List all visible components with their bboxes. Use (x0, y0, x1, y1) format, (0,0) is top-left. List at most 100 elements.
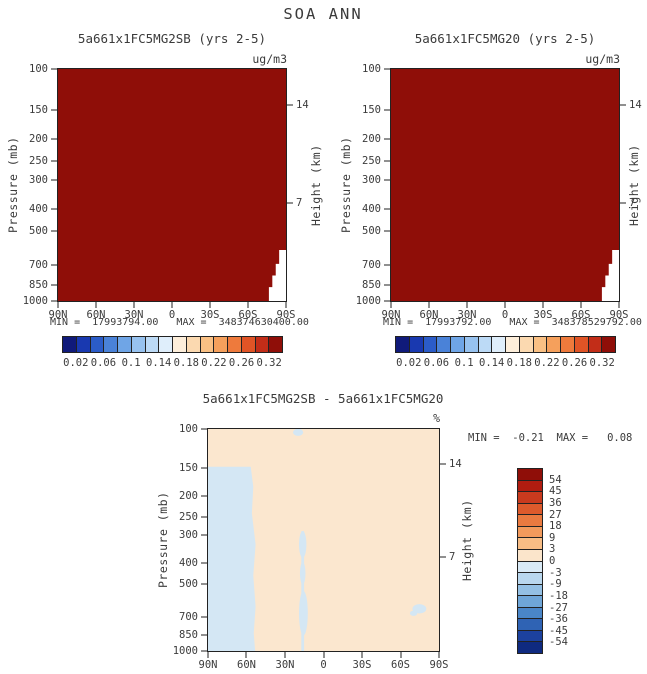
latitude-tick (209, 301, 211, 308)
colorbar-difference (517, 468, 543, 654)
pressure-tick (384, 284, 391, 286)
latitude-tick (95, 301, 97, 308)
colorbar-cell (518, 573, 542, 585)
pressure-tick (201, 616, 208, 618)
latitude-tick (57, 301, 59, 308)
colorbar-cell (561, 337, 575, 352)
pressure-tick-label: 150 (179, 461, 198, 474)
colorbar-tick-label: -36 (549, 613, 568, 626)
colorbar-cell (492, 337, 506, 352)
difference-shapes-overlay (208, 429, 427, 651)
colorbar-tick-label: -45 (549, 624, 568, 637)
pressure-tick (201, 495, 208, 497)
pressure-tick-label: 500 (29, 224, 48, 237)
colorbar-tick-label: -54 (549, 636, 568, 649)
latitude-tick (390, 301, 392, 308)
latitude-tick (438, 651, 440, 658)
pressure-tick-label: 850 (29, 278, 48, 291)
pressure-tick-label: 700 (29, 258, 48, 271)
negative-blob-south-2 (409, 610, 418, 616)
pressure-tick-label: 250 (362, 155, 381, 168)
colorbar-tick-label: 0.06 (90, 357, 117, 369)
pressure-tick-label: 1000 (172, 644, 198, 657)
colorbar-cell (104, 337, 118, 352)
latitude-tick-label: 0 (320, 659, 327, 671)
figure-title: SOA ANN (283, 5, 363, 23)
colorbar-tick-label: 0.18 (173, 357, 199, 369)
pressure-tick (384, 138, 391, 140)
latitude-tick (428, 301, 430, 308)
latitude-tick (247, 301, 249, 308)
colorbar-top-left (62, 336, 283, 353)
colorbar-cell (518, 561, 542, 574)
negative-blob-south-1 (412, 604, 427, 614)
pressure-tick (384, 230, 391, 232)
terrain-overlay (268, 249, 286, 301)
colorbar-cell (478, 337, 493, 352)
pressure-tick (51, 109, 58, 111)
colorbar-cell (76, 337, 91, 352)
height-tick (439, 556, 446, 558)
pressure-tick-label: 1000 (355, 294, 381, 307)
pressure-tick-label: 700 (362, 258, 381, 271)
pressure-tick (384, 160, 391, 162)
colorbar-cell (173, 337, 187, 352)
colorbar-tick-label: 0.22 (201, 357, 227, 369)
colorbar-tick-label: 0.18 (506, 357, 532, 369)
colorbar-cell (518, 492, 542, 504)
colorbar-cell (145, 337, 160, 352)
pressure-tick (201, 650, 208, 652)
height-tick (286, 202, 293, 204)
colorbar-cell (131, 337, 146, 352)
colorbar-tick-label: 27 (549, 508, 562, 521)
pressure-tick-label: 100 (29, 62, 48, 75)
pressure-axis-label: Pressure (mb) (156, 491, 170, 589)
height-axis-label: Height (km) (309, 144, 323, 226)
panel-difference-units: % (433, 411, 440, 425)
colorbar-cell (518, 642, 542, 653)
pressure-tick (51, 300, 58, 302)
latitude-tick (618, 301, 620, 308)
latitude-tick-label: 90S (429, 659, 449, 671)
colorbar-tick-label: 0.14 (146, 357, 172, 369)
pressure-tick-label: 100 (362, 62, 381, 75)
colorbar-cell (200, 337, 215, 352)
pressure-tick-label: 100 (179, 422, 198, 435)
pressure-tick-label: 250 (29, 155, 48, 168)
latitude-tick (361, 651, 363, 658)
pressure-tick-label: 300 (179, 528, 198, 541)
colorbar-tick-label: 9 (549, 531, 556, 544)
colorbar-cell (63, 337, 77, 352)
plot-area-top-left: 100 150 200 250 300 400 500 700 850 1000 14 7 90N 60N… (23, 63, 309, 321)
pressure-tick (51, 264, 58, 266)
pressure-tick-label: 300 (362, 173, 381, 186)
colorbar-tick-label: 0.1 (121, 357, 141, 369)
panel-top-right-units: ug/m3 (585, 52, 620, 66)
colorbar-cell (241, 337, 256, 352)
colorbar-tick-label: 0.26 (228, 357, 255, 369)
height-tick-label: 14 (449, 457, 462, 470)
latitude-tick (323, 651, 324, 658)
pressure-tick (201, 562, 208, 564)
pressure-tick-label: 150 (362, 103, 381, 116)
colorbar-cell (518, 538, 542, 550)
latitude-tick (542, 301, 544, 308)
pressure-tick-label: 1000 (22, 294, 48, 307)
colorbar-cell (506, 337, 520, 352)
terrain-overlay (601, 249, 619, 301)
latitude-tick (504, 301, 506, 308)
colorbar-tick-label: 0.26 (561, 357, 588, 369)
colorbar-cell (602, 337, 615, 352)
pressure-tick (51, 208, 58, 210)
colorbar-cell (228, 337, 242, 352)
pressure-axis-label: Pressure (mb) (6, 136, 20, 234)
colorbar-tick-label: 0 (549, 555, 556, 567)
colorbar-tick-label: 3 (549, 543, 556, 556)
latitude-tick-label: 30S (352, 659, 372, 671)
colorbar-cell (396, 337, 410, 352)
colorbar-cell (269, 337, 282, 352)
plot-area-top-right: 100 150 200 250 300 400 500 700 850 1000 14 7 90N 60N… (356, 63, 642, 321)
colorbar-tick-label: 0.02 (63, 357, 89, 369)
negative-blob-top (293, 429, 304, 436)
pressure-tick-label: 200 (179, 489, 198, 502)
